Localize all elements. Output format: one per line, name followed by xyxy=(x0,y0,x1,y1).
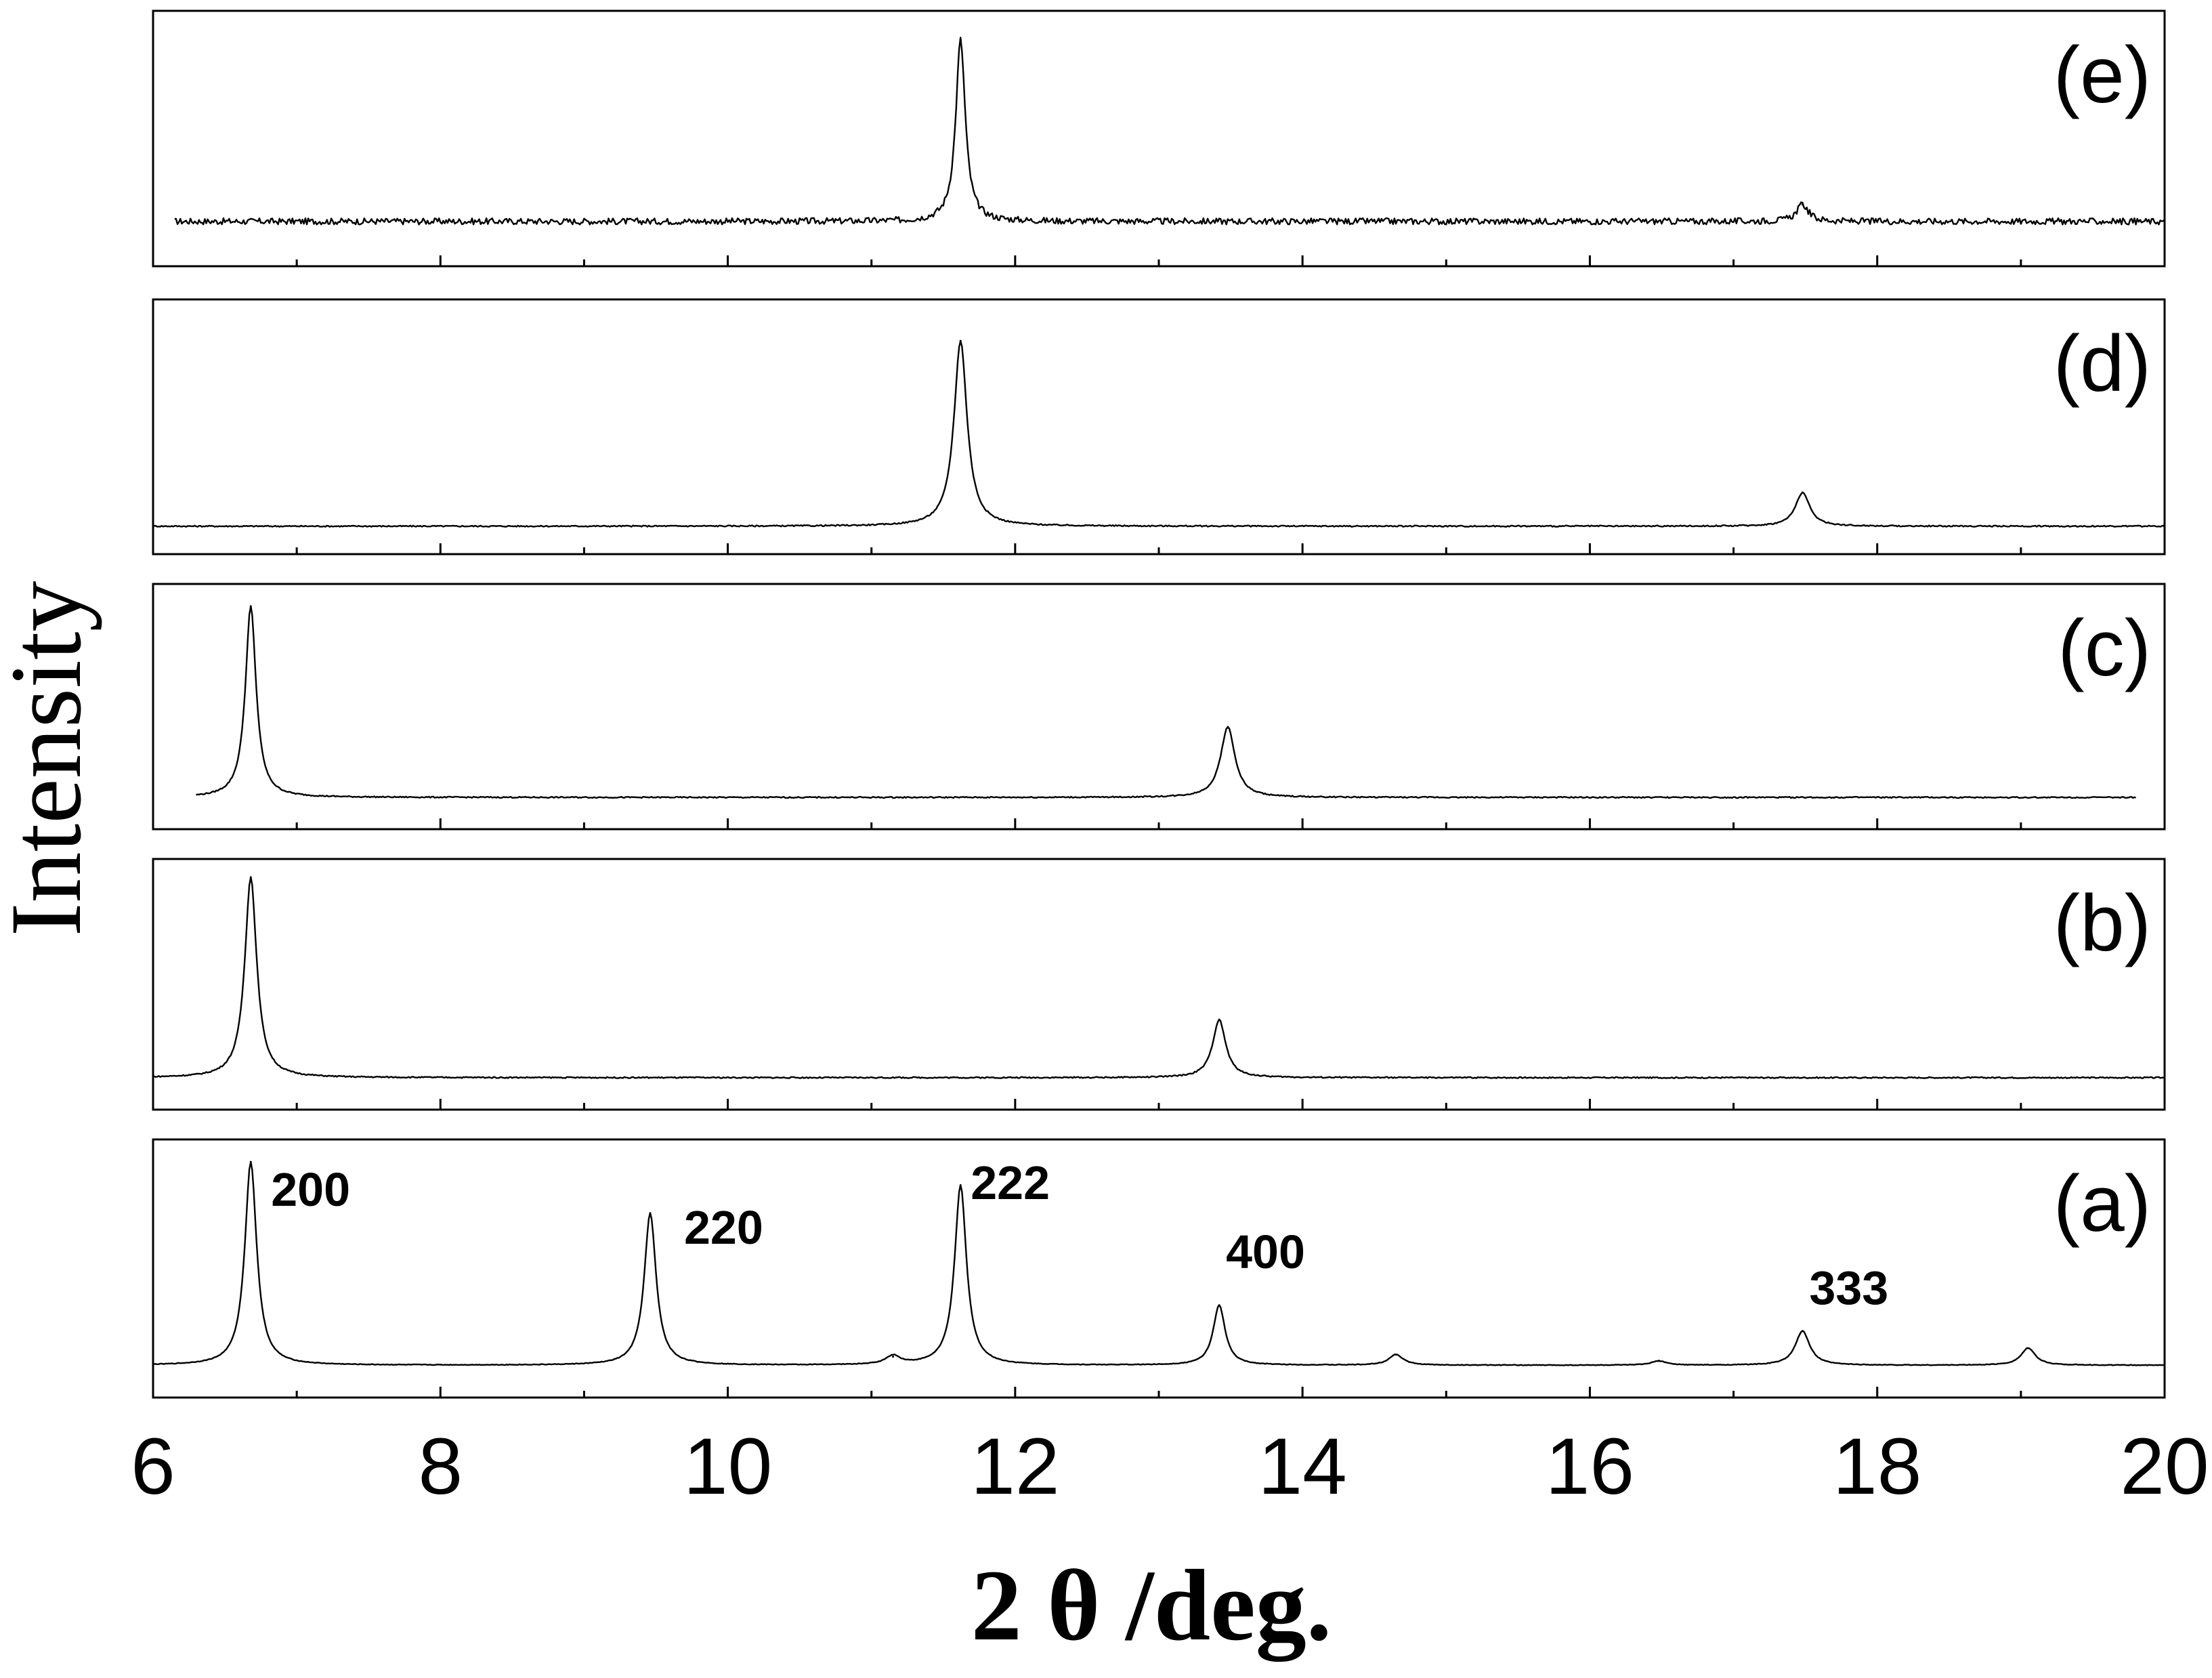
peak-point xyxy=(2026,1347,2029,1349)
x-tick-label: 18 xyxy=(1833,1422,1921,1511)
peak-point xyxy=(1801,1330,1804,1333)
series-line-d xyxy=(152,340,2165,528)
panel-a: 200 220 222 400 333 (a) xyxy=(152,1138,2166,1399)
panel-c: (c) xyxy=(152,583,2166,831)
peak-point xyxy=(1657,1360,1660,1362)
panel-label: (a) xyxy=(2054,1159,2151,1249)
panel-b: (b) xyxy=(152,858,2166,1111)
x-tick-label: 6 xyxy=(131,1422,175,1511)
panel-label: (d) xyxy=(2054,319,2151,408)
hkl-label: 333 xyxy=(1809,1261,1888,1314)
x-tick-label: 8 xyxy=(418,1422,463,1511)
peak-point xyxy=(1218,1304,1220,1307)
peak-point xyxy=(959,1184,962,1187)
series-line-c xyxy=(196,605,2136,799)
peak-point xyxy=(249,605,252,608)
peak-point xyxy=(1395,1354,1397,1356)
x-tick-label: 12 xyxy=(971,1422,1059,1511)
panel-frame xyxy=(152,298,2166,555)
hkl-label: 220 xyxy=(684,1201,763,1254)
peak-point xyxy=(1801,203,1804,206)
panel-frame xyxy=(152,9,2166,268)
peak-point xyxy=(1227,726,1229,728)
panels-group: (e) (d) (c) (b) 200 220 222 400 333 (a) xyxy=(152,9,2166,1399)
peak-point xyxy=(1801,491,1804,494)
panel-label: (e) xyxy=(2054,30,2151,120)
panel-e: (e) xyxy=(152,9,2166,268)
panel-label: (c) xyxy=(2058,604,2151,693)
x-tick-label: 20 xyxy=(2120,1422,2209,1511)
x-axis-title: 2 θ /deg. xyxy=(971,1549,1332,1662)
x-tick-label: 14 xyxy=(1258,1422,1347,1511)
x-tick-labels: 6 8 10 12 14 16 18 20 xyxy=(131,1422,2209,1511)
peak-point xyxy=(249,1160,252,1163)
x-tick-label: 10 xyxy=(683,1422,772,1511)
series-line-e xyxy=(174,37,2165,226)
peak-point xyxy=(959,339,962,342)
hkl-label: 200 xyxy=(271,1163,350,1216)
peak-point xyxy=(1218,1018,1220,1021)
peak-point xyxy=(249,876,252,879)
hkl-label: 222 xyxy=(971,1156,1050,1209)
panel-label: (b) xyxy=(2054,879,2151,968)
panel-frame xyxy=(152,858,2166,1111)
peak-point xyxy=(649,1212,652,1215)
series-line-b xyxy=(152,876,2165,1079)
hkl-label: 400 xyxy=(1226,1225,1305,1278)
panel-d: (d) xyxy=(152,298,2166,555)
x-tick-label: 16 xyxy=(1546,1422,1634,1511)
series-line-a xyxy=(152,1161,2165,1366)
peak-point xyxy=(892,1356,895,1358)
peak-point xyxy=(959,38,962,41)
y-axis-title: Intensity xyxy=(0,581,102,937)
panel-frame xyxy=(152,583,2166,831)
